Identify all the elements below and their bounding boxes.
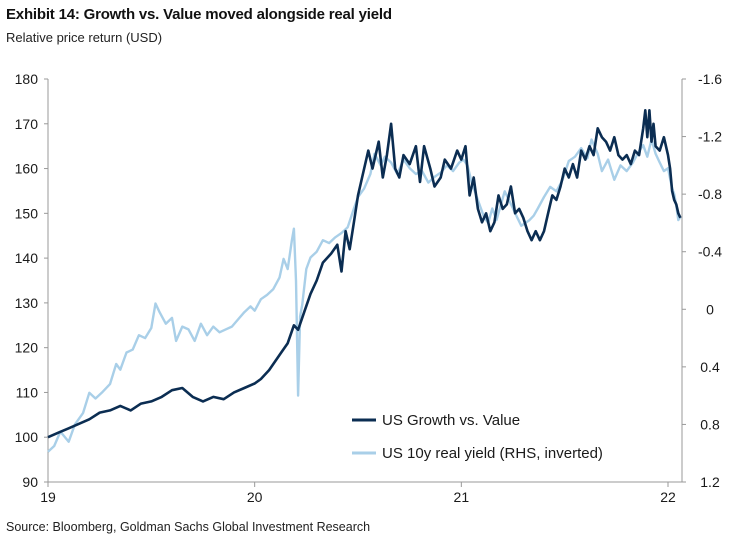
y-left-tick-label: 170: [15, 116, 39, 132]
y-right-tick-label: -1.2: [698, 129, 722, 145]
y-left-tick-label: 90: [22, 474, 38, 490]
y-left-tick-label: 130: [15, 295, 39, 311]
chart-canvas: 180 170 160 150 140 130 120 110 100 90 -1.6 -1.2 -0.…: [15, 71, 723, 505]
y-left-tick-label: 180: [15, 71, 39, 87]
y-left-tick-label: 160: [15, 161, 39, 177]
x-tick-label: 19: [40, 489, 56, 505]
y-right-tick-label: 0: [706, 301, 714, 317]
y-left-tick-label: 100: [15, 429, 39, 445]
y-right-tick-label: -0.8: [698, 186, 722, 202]
chart-source: Source: Bloomberg, Goldman Sachs Global …: [6, 520, 371, 534]
series-line-real-yield: [47, 138, 682, 453]
y-left-tick-label: 140: [15, 250, 39, 266]
series-line-growth-vs-value: [47, 109, 682, 439]
y-left-tick-label: 110: [16, 384, 39, 400]
y-right-tick-label: 0.4: [700, 359, 720, 375]
y-right-tick-label: 1.2: [700, 474, 720, 490]
chart-title: Exhibit 14: Growth vs. Value moved along…: [6, 6, 392, 23]
x-tick-label: 22: [660, 489, 676, 505]
series-layer: [47, 109, 682, 453]
y-right-tick-label: -0.4: [698, 244, 722, 260]
x-tick-label: 21: [454, 489, 470, 505]
axes: 180 170 160 150 140 130 120 110 100 90 -1.6 -1.2 -0.…: [15, 71, 723, 505]
legend-label-real-yield: US 10y real yield (RHS, inverted): [382, 445, 603, 462]
legend-label-growth-vs-value: US Growth vs. Value: [382, 412, 520, 429]
legend: US Growth vs. Value US 10y real yield (R…: [352, 412, 603, 462]
chart-subtitle: Relative price return (USD): [6, 30, 163, 45]
y-left-tick-label: 120: [15, 340, 39, 356]
x-tick-label: 20: [247, 489, 263, 505]
y-left-tick-label: 150: [15, 205, 39, 221]
y-right-tick-label: -1.6: [698, 71, 722, 87]
y-right-tick-label: 0.8: [700, 416, 720, 432]
